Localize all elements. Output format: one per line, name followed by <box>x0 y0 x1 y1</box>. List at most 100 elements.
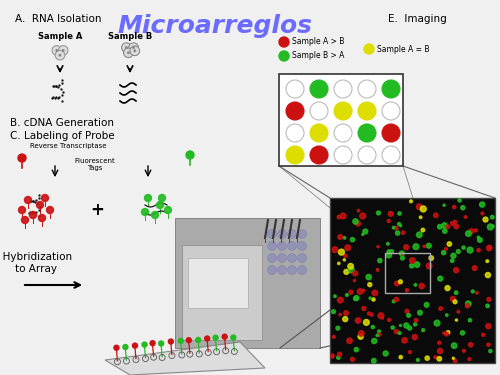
Circle shape <box>472 290 474 293</box>
Circle shape <box>442 332 445 334</box>
Circle shape <box>442 251 446 255</box>
Circle shape <box>362 233 364 236</box>
Circle shape <box>414 318 418 322</box>
Circle shape <box>298 254 306 262</box>
Circle shape <box>364 320 370 325</box>
Circle shape <box>30 211 36 219</box>
Circle shape <box>472 266 477 270</box>
Circle shape <box>398 212 401 215</box>
Circle shape <box>394 281 399 286</box>
Circle shape <box>331 354 334 357</box>
Text: Fluorescent
Tags: Fluorescent Tags <box>74 158 116 171</box>
Circle shape <box>438 348 442 354</box>
Circle shape <box>334 146 352 164</box>
Circle shape <box>408 326 412 330</box>
Circle shape <box>466 304 469 308</box>
Circle shape <box>486 260 488 262</box>
Circle shape <box>405 309 409 313</box>
Circle shape <box>334 80 352 98</box>
Circle shape <box>378 333 381 336</box>
Circle shape <box>394 226 398 230</box>
Circle shape <box>332 247 338 252</box>
Circle shape <box>278 230 286 238</box>
Circle shape <box>468 358 471 361</box>
Circle shape <box>279 51 289 61</box>
Circle shape <box>445 286 450 291</box>
Circle shape <box>366 274 372 280</box>
Text: Sample A > B: Sample A > B <box>292 38 344 46</box>
Text: D. Hybridization
    to Array: D. Hybridization to Array <box>0 252 72 274</box>
Circle shape <box>382 146 400 164</box>
Circle shape <box>368 312 370 315</box>
Circle shape <box>204 336 210 341</box>
Circle shape <box>339 313 342 316</box>
Circle shape <box>466 301 471 306</box>
Circle shape <box>412 334 418 340</box>
Circle shape <box>382 102 400 120</box>
Circle shape <box>56 49 58 52</box>
Circle shape <box>478 238 482 242</box>
Circle shape <box>338 352 342 357</box>
Circle shape <box>372 339 376 344</box>
Circle shape <box>483 217 488 222</box>
Bar <box>175 218 320 348</box>
Circle shape <box>392 300 396 303</box>
Circle shape <box>310 102 328 120</box>
Circle shape <box>420 216 422 219</box>
Circle shape <box>462 246 465 249</box>
Circle shape <box>344 254 347 257</box>
Circle shape <box>58 54 61 57</box>
Circle shape <box>18 154 26 162</box>
Circle shape <box>353 271 358 276</box>
Circle shape <box>279 37 289 47</box>
Circle shape <box>338 262 340 264</box>
Circle shape <box>349 290 353 294</box>
Circle shape <box>469 229 474 234</box>
Circle shape <box>390 250 394 254</box>
Circle shape <box>447 242 452 246</box>
Circle shape <box>338 249 344 255</box>
Circle shape <box>452 357 454 359</box>
Circle shape <box>400 324 402 327</box>
Circle shape <box>371 326 374 329</box>
Circle shape <box>125 46 128 49</box>
Circle shape <box>487 297 491 301</box>
Circle shape <box>438 276 442 281</box>
Circle shape <box>372 358 376 363</box>
Circle shape <box>372 290 378 296</box>
Circle shape <box>298 242 306 250</box>
Circle shape <box>386 243 389 245</box>
Circle shape <box>454 291 458 294</box>
Circle shape <box>46 207 54 213</box>
Text: A.  RNA Isolation: A. RNA Isolation <box>15 14 101 24</box>
Circle shape <box>489 350 492 352</box>
Circle shape <box>452 206 456 209</box>
Circle shape <box>358 80 376 98</box>
Circle shape <box>387 250 390 254</box>
Circle shape <box>424 303 429 307</box>
Circle shape <box>434 213 438 217</box>
Text: +: + <box>90 201 104 219</box>
Circle shape <box>400 251 404 256</box>
Circle shape <box>24 196 32 204</box>
Circle shape <box>350 237 354 242</box>
Circle shape <box>368 283 372 286</box>
Circle shape <box>336 356 340 359</box>
Polygon shape <box>105 342 265 375</box>
Circle shape <box>419 284 424 289</box>
Circle shape <box>336 326 340 330</box>
Circle shape <box>222 334 227 339</box>
Circle shape <box>388 318 390 321</box>
Circle shape <box>394 330 398 334</box>
Circle shape <box>127 51 130 54</box>
Circle shape <box>346 294 348 296</box>
Circle shape <box>464 216 467 218</box>
Circle shape <box>454 268 458 273</box>
Circle shape <box>134 50 136 52</box>
Circle shape <box>278 242 286 250</box>
Circle shape <box>122 43 131 52</box>
Circle shape <box>298 266 306 274</box>
Circle shape <box>410 258 415 263</box>
Circle shape <box>418 310 422 315</box>
Circle shape <box>386 252 392 258</box>
